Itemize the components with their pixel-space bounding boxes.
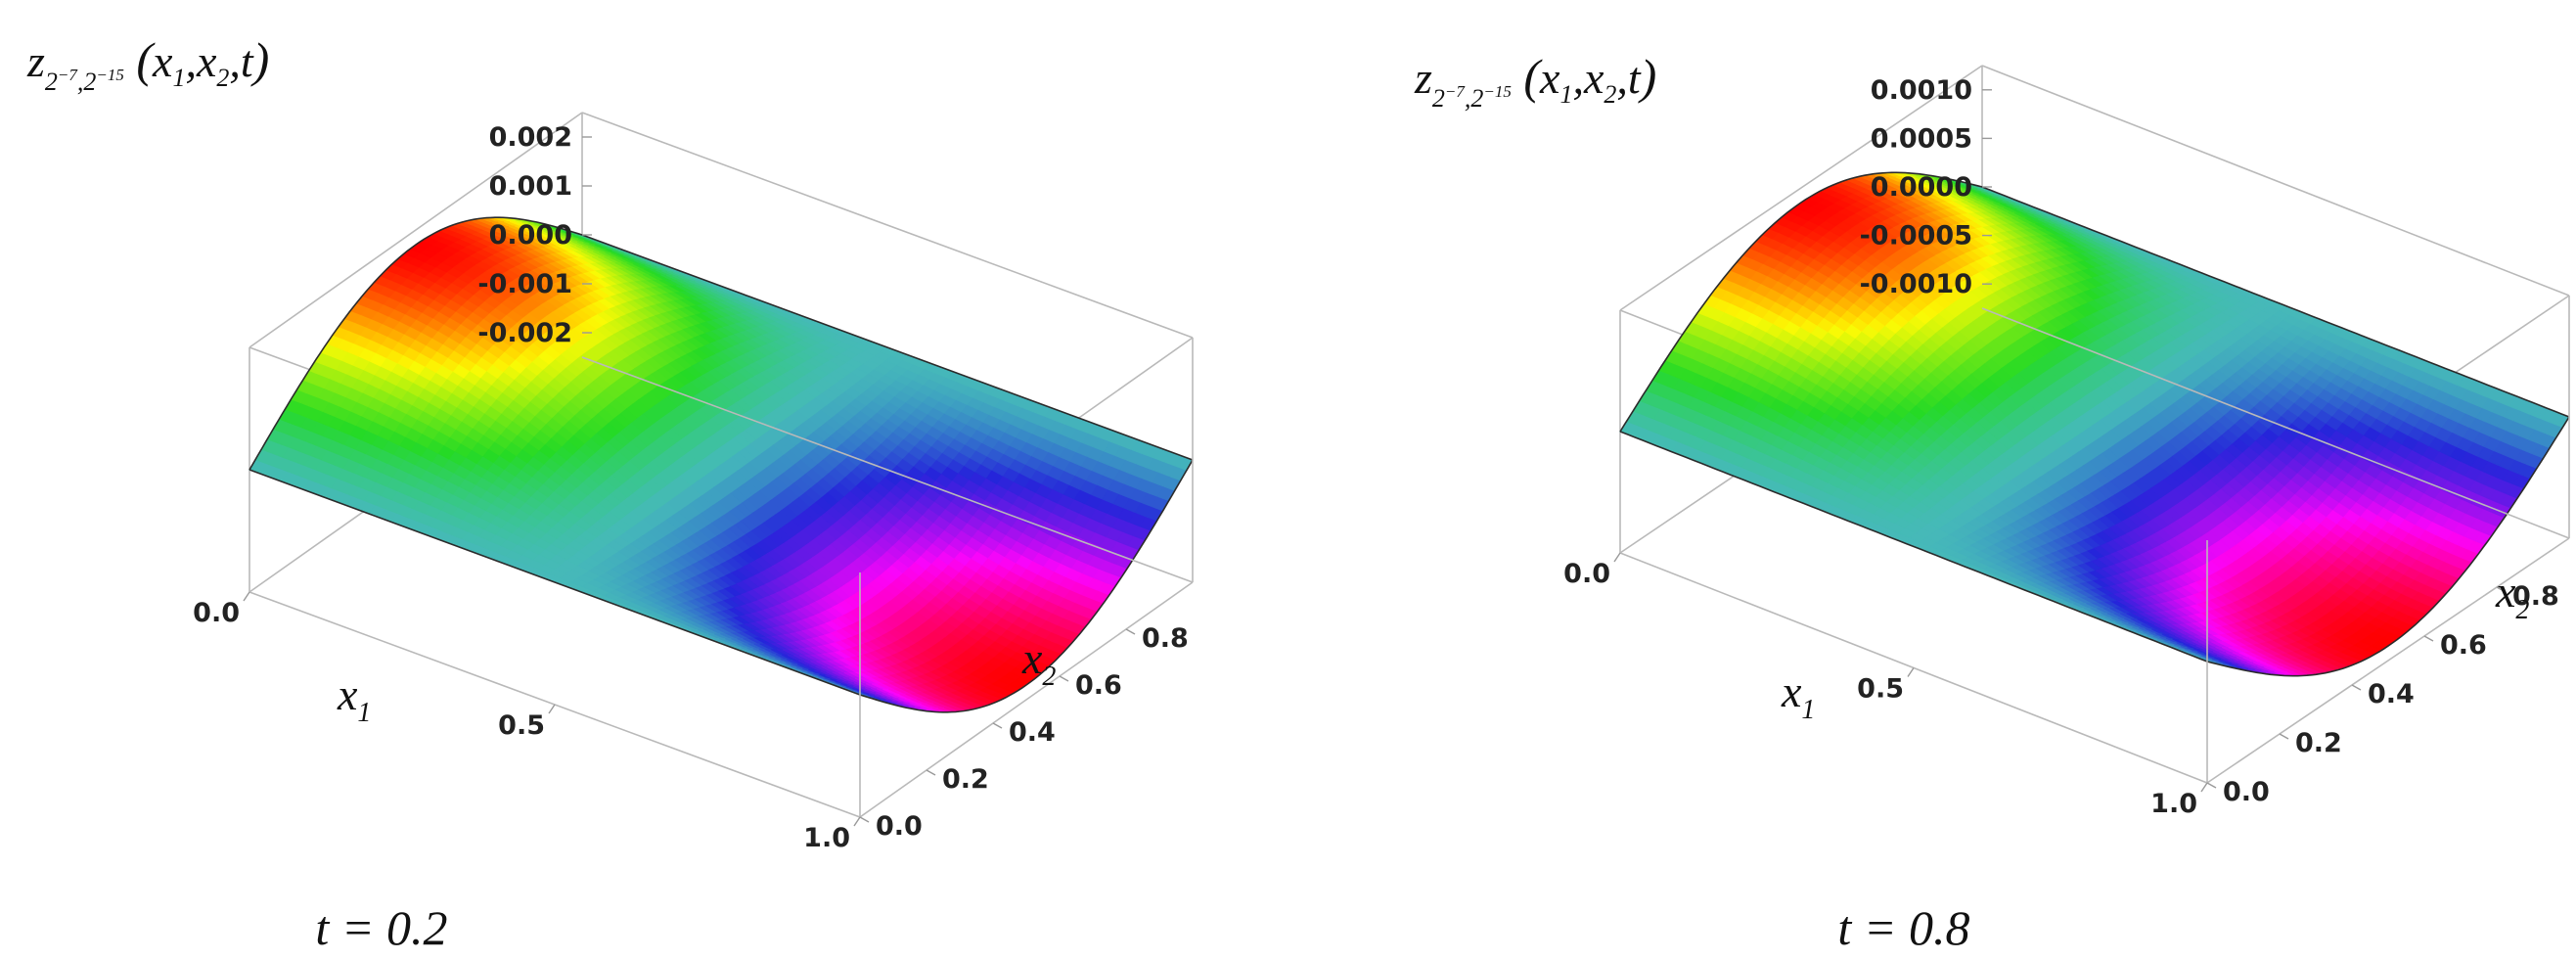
- x1-tick-mark-0: [243, 591, 250, 602]
- surface-edge-x1-max: [859, 459, 1194, 713]
- x1-tick-label-0: 0.0: [193, 598, 240, 628]
- z-axis-label: z2−7,2−15 (x1,x2,t): [26, 32, 269, 96]
- x2-tick-mark-4: [1125, 628, 1136, 635]
- x1-tick-mark-1: [548, 704, 556, 714]
- surface-edge-x2-min: [249, 469, 861, 696]
- x2-axis-label: x2: [1021, 633, 1056, 692]
- surface-edge-x2-max: [581, 234, 1194, 461]
- x2-tick-label-2: 0.4: [1009, 717, 1056, 748]
- x2-tick-label-3: 0.6: [1075, 670, 1122, 701]
- surface-plot-t02: 0.002 0.001 0.000 -0.001 -0.002 0.0 0.5 1.0 0.0 0…: [26, 32, 1194, 955]
- plot-area: 0.00100.00050.0000-0.0005-0.00100.00.51.…: [1414, 49, 2570, 955]
- z-tick-label-2: 0.000: [489, 220, 572, 251]
- chart-panel-t08: 0.0010 0.0005 0.0000 -0.0005 -0.0010 0.0 0.5 1.…: [1288, 0, 2576, 960]
- plot-area: 0.002 0.001 0.000 -0.001 -0.002 0.0 0.5 1.0 0.0 0…: [26, 32, 1194, 955]
- box-edge-back-3: [1981, 65, 2570, 297]
- surface-mesh: [249, 216, 1194, 713]
- box-edge-back-3: [581, 112, 1194, 339]
- z-tick-label-4: -0.002: [477, 318, 572, 348]
- x1-tick-mark-2: [853, 816, 861, 827]
- box-edge-front-4: [581, 356, 1194, 583]
- chart-panel-t02: 0.002 0.001 0.000 -0.001 -0.002 0.0 0.5 1.0 0.0 0…: [26, 32, 1194, 955]
- x2-tick-label-1: 0.2: [942, 764, 989, 795]
- surface-plot-t08: 0.00100.00050.0000-0.0005-0.00100.00.51.…: [1414, 49, 2570, 955]
- x2-tick-mark-0: [859, 816, 870, 823]
- z-tick-label-1: 0.001: [489, 171, 572, 202]
- surface-boundary: [249, 216, 1194, 713]
- surface-mesh: [1619, 171, 2570, 677]
- x2-tick-mark-3: [1059, 675, 1069, 682]
- x2-tick-label-4: 0.8: [1142, 623, 1189, 654]
- x2-tick-label-0: 0.0: [876, 811, 923, 842]
- x2-tick-mark-1: [926, 769, 936, 776]
- z-tick-label-3: -0.001: [477, 269, 572, 299]
- z-tick-label-0: 0.002: [489, 122, 572, 153]
- x1-tick-label-2: 1.0: [803, 823, 850, 853]
- x1-axis-label: x1: [337, 669, 371, 728]
- x1-tick-label-1: 0.5: [498, 710, 545, 741]
- box-edge-front-1: [859, 581, 1194, 818]
- caption-time: t = 0.2: [315, 900, 447, 955]
- box-edge-back-1: [1619, 65, 1983, 311]
- surface-edge-x1-min: [249, 216, 583, 471]
- x2-tick-mark-2: [992, 722, 1003, 729]
- box-edge-back-1: [249, 112, 583, 348]
